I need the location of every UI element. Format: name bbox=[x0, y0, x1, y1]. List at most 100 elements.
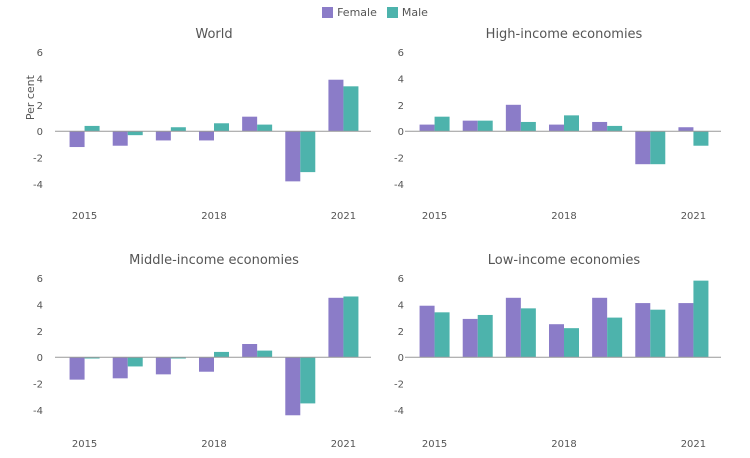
bar-female bbox=[328, 79, 344, 132]
y-tick-label: 0 bbox=[37, 353, 43, 364]
y-tick-label: -4 bbox=[394, 180, 404, 191]
bar-male bbox=[434, 312, 450, 358]
bar-male bbox=[520, 121, 536, 132]
x-tick-label: 2015 bbox=[72, 211, 97, 222]
legend-label-female: Female bbox=[337, 6, 377, 19]
bar-female bbox=[419, 124, 435, 132]
bar-female bbox=[505, 104, 521, 132]
x-tick-label: 2018 bbox=[551, 439, 576, 450]
bar-female bbox=[199, 357, 214, 372]
bar-female bbox=[549, 324, 564, 358]
bar-male bbox=[564, 115, 579, 132]
bar-male bbox=[607, 317, 623, 358]
bar-female bbox=[69, 357, 85, 380]
bar-female bbox=[199, 131, 214, 141]
x-tick-label: 2018 bbox=[201, 439, 226, 450]
panel-title: Low-income economies bbox=[488, 253, 641, 268]
bar-female bbox=[285, 357, 301, 416]
bar-female bbox=[462, 120, 478, 132]
bar-female bbox=[242, 116, 258, 132]
y-tick-label: 0 bbox=[398, 127, 404, 138]
y-tick-label: -4 bbox=[394, 406, 404, 417]
bar-male bbox=[693, 131, 709, 146]
bar-male bbox=[300, 357, 316, 404]
bar-female bbox=[505, 297, 521, 358]
y-tick-label: 6 bbox=[398, 48, 404, 59]
bar-male bbox=[300, 131, 316, 173]
legend-item-male[interactable]: Male bbox=[386, 6, 428, 19]
y-tick-label: 4 bbox=[37, 74, 43, 85]
bar-female bbox=[635, 303, 651, 358]
bar-female bbox=[678, 303, 694, 358]
bar-male bbox=[477, 120, 493, 132]
x-tick-label: 2015 bbox=[72, 439, 97, 450]
y-tick-label: 4 bbox=[37, 300, 43, 311]
y-tick-label: -4 bbox=[33, 180, 43, 191]
bar-male bbox=[127, 357, 143, 367]
bar-male bbox=[214, 123, 229, 132]
x-tick-label: 2018 bbox=[551, 211, 576, 222]
legend-swatch-male bbox=[386, 7, 398, 18]
panel-title: Middle-income economies bbox=[129, 253, 299, 268]
bar-female bbox=[549, 124, 564, 132]
bar-female bbox=[592, 297, 608, 358]
bar-male bbox=[343, 86, 359, 132]
bar-male bbox=[520, 308, 536, 358]
y-tick-label: 2 bbox=[398, 327, 404, 338]
x-tick-label: 2021 bbox=[681, 211, 706, 222]
y-tick-label: 2 bbox=[398, 101, 404, 112]
bar-male bbox=[84, 357, 100, 359]
legend-swatch-female bbox=[322, 7, 334, 18]
legend-item-female[interactable]: Female bbox=[322, 6, 377, 19]
y-tick-label: 0 bbox=[398, 353, 404, 364]
bar-female bbox=[242, 344, 258, 358]
bar-male bbox=[607, 125, 623, 132]
bar-female bbox=[592, 121, 608, 132]
bar-male bbox=[477, 314, 493, 358]
legend: Female Male bbox=[0, 6, 750, 19]
bar-female bbox=[419, 305, 435, 358]
bar-male bbox=[214, 351, 229, 358]
x-tick-label: 2021 bbox=[681, 439, 706, 450]
bar-male bbox=[650, 131, 666, 165]
bar-female bbox=[112, 357, 128, 379]
y-tick-label: 2 bbox=[37, 327, 43, 338]
x-tick-label: 2015 bbox=[422, 439, 447, 450]
y-tick-label: 6 bbox=[398, 274, 404, 285]
bar-male bbox=[257, 350, 273, 358]
y-tick-label: -4 bbox=[33, 406, 43, 417]
bar-male bbox=[170, 357, 186, 359]
y-tick-label: 2 bbox=[37, 101, 43, 112]
x-tick-label: 2021 bbox=[331, 211, 356, 222]
bar-female bbox=[328, 297, 344, 358]
bar-male bbox=[84, 125, 100, 132]
bar-female bbox=[635, 131, 651, 165]
y-tick-label: -2 bbox=[394, 154, 404, 165]
bar-male bbox=[343, 296, 359, 358]
x-tick-label: 2021 bbox=[331, 439, 356, 450]
panel-title: World bbox=[195, 27, 232, 42]
x-tick-label: 2015 bbox=[422, 211, 447, 222]
bar-female bbox=[112, 131, 128, 146]
bar-male bbox=[693, 280, 709, 358]
y-tick-label: 6 bbox=[37, 274, 43, 285]
y-tick-label: -2 bbox=[33, 154, 43, 165]
bar-male bbox=[257, 124, 273, 132]
y-axis-label: Per cent bbox=[24, 74, 37, 120]
y-tick-label: -2 bbox=[394, 380, 404, 391]
bar-male bbox=[564, 328, 579, 358]
bar-male bbox=[127, 131, 143, 136]
bar-female bbox=[69, 131, 85, 148]
legend-label-male: Male bbox=[401, 6, 428, 19]
bar-female bbox=[678, 127, 694, 132]
y-tick-label: 0 bbox=[37, 127, 43, 138]
bar-female bbox=[155, 357, 171, 375]
y-tick-label: -2 bbox=[33, 380, 43, 391]
bar-male bbox=[434, 116, 450, 132]
y-tick-label: 6 bbox=[37, 48, 43, 59]
bar-male bbox=[170, 127, 186, 132]
y-tick-label: 4 bbox=[398, 74, 404, 85]
bar-female bbox=[462, 318, 478, 358]
